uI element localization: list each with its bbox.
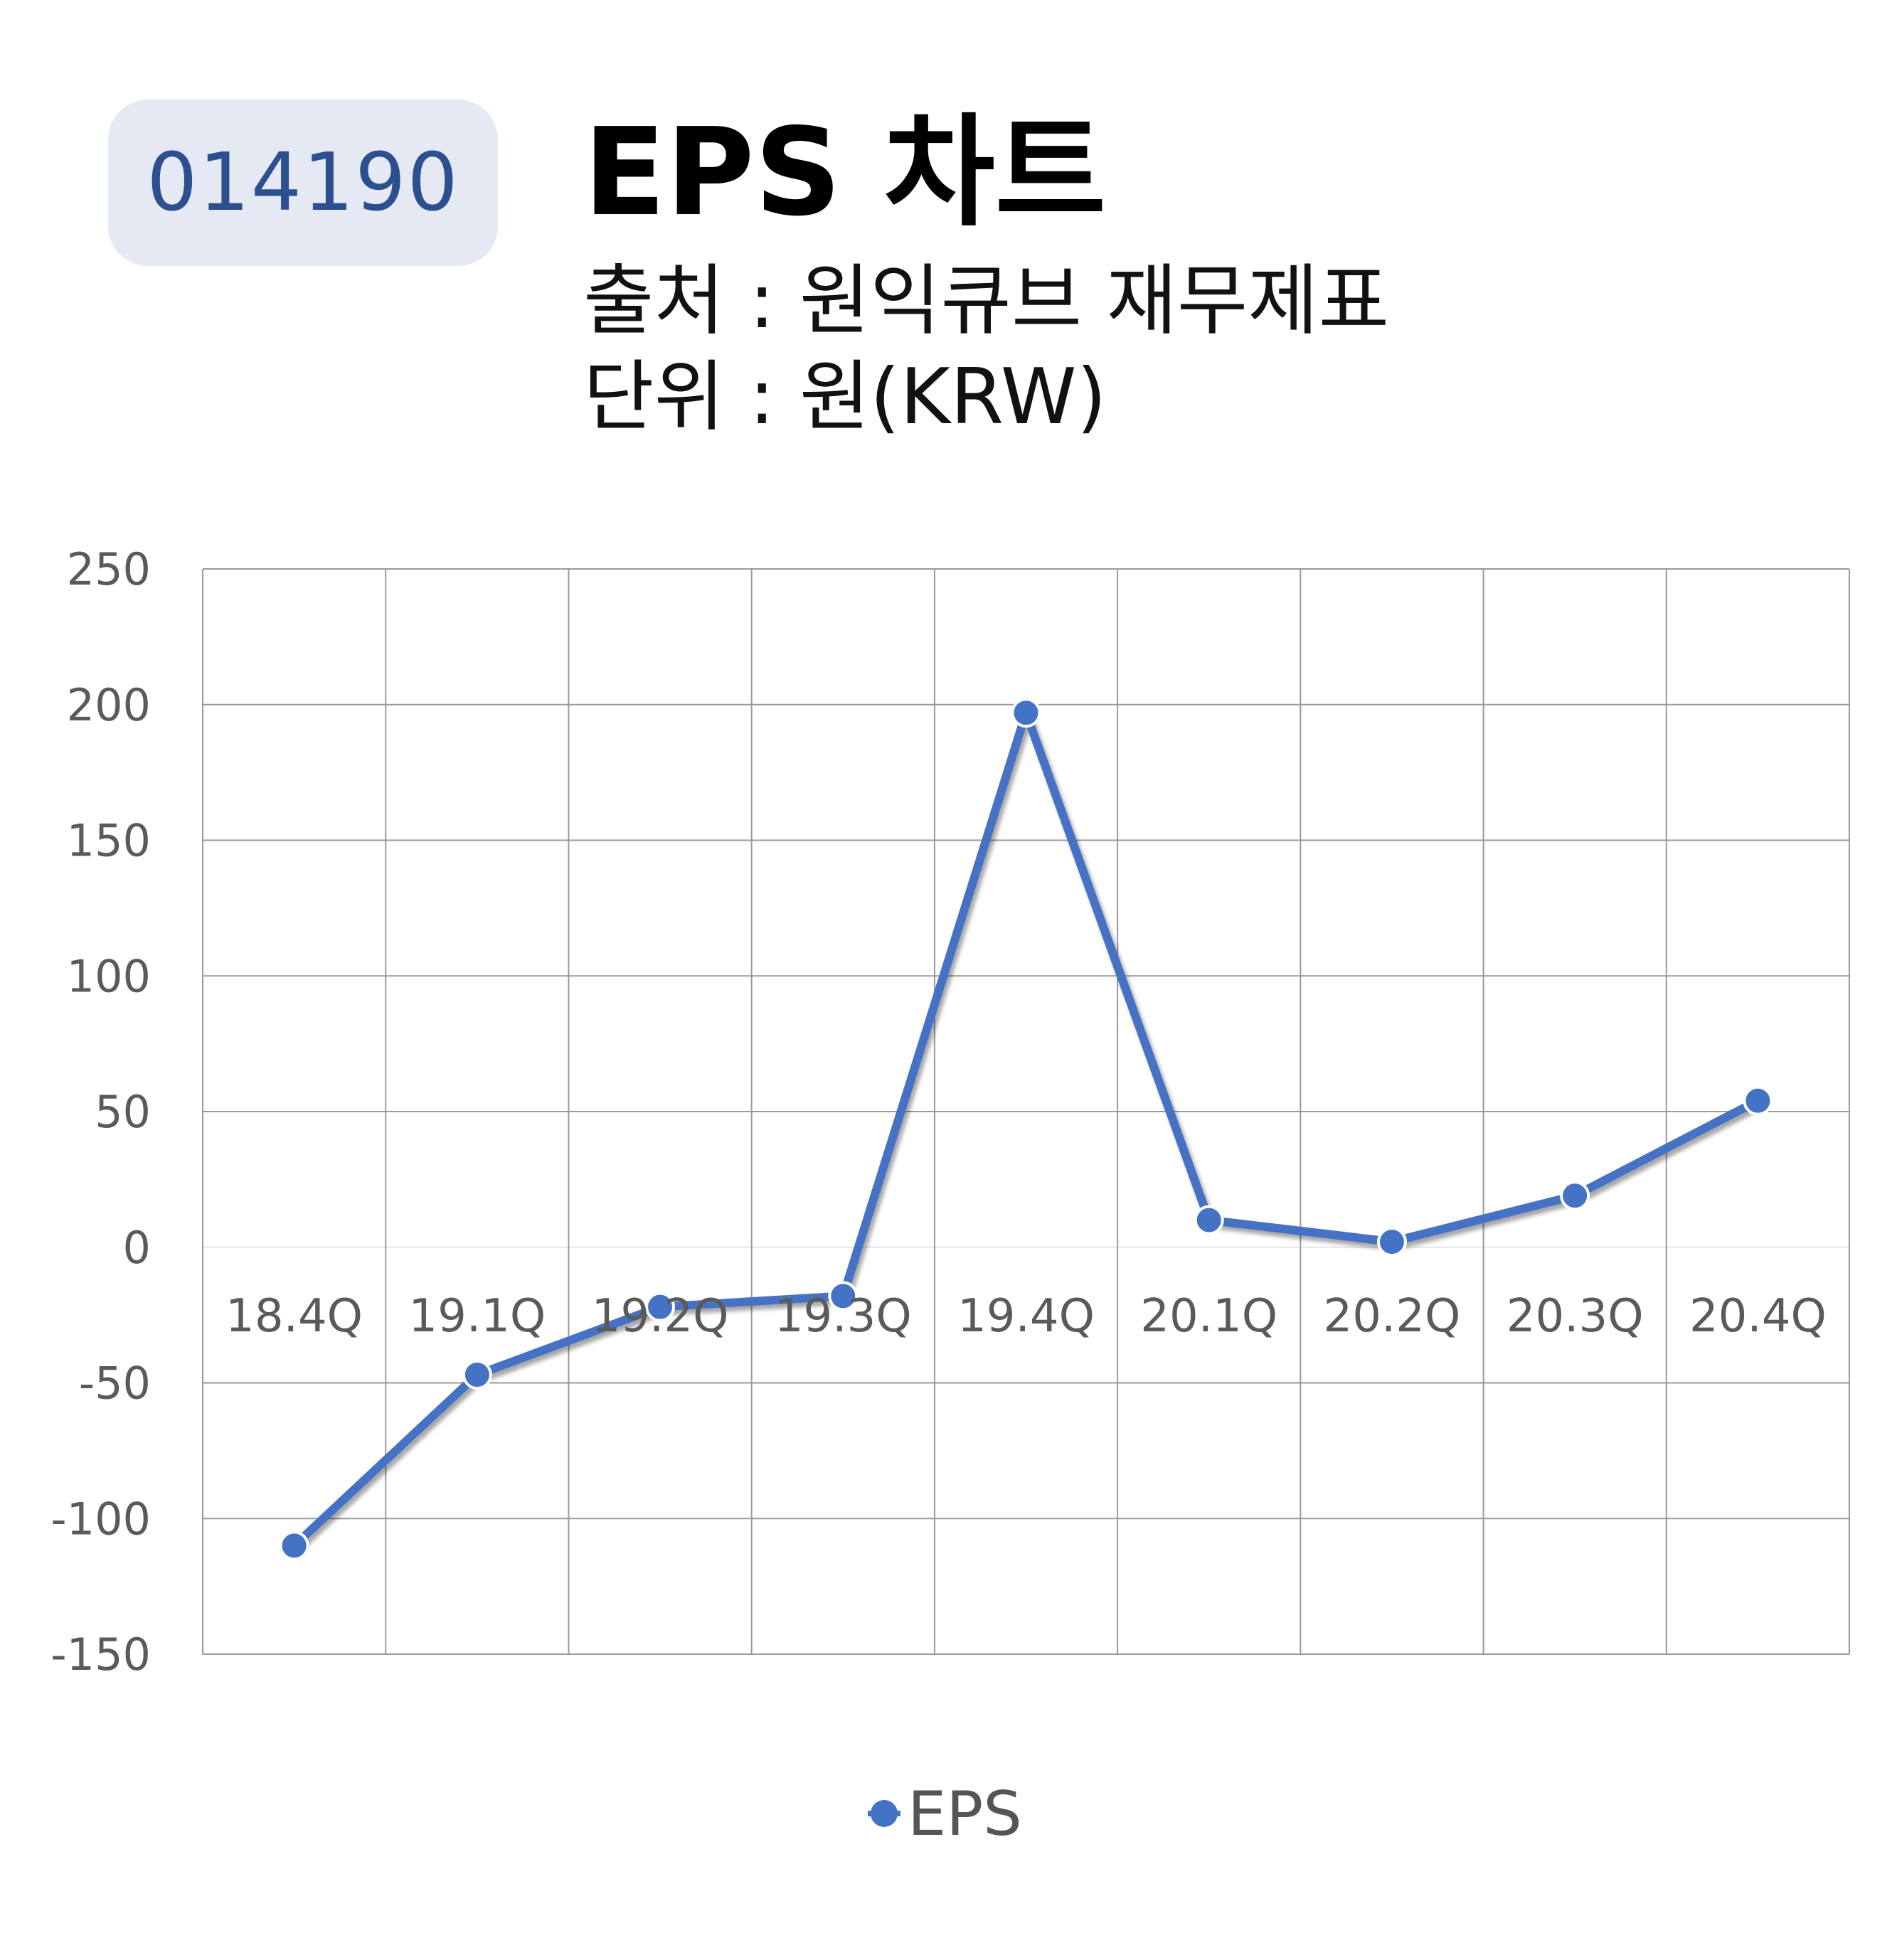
x-tick-label: 20.3Q	[1507, 1290, 1644, 1343]
x-axis-ticks: 18.4Q 19.1Q 19.2Q 19.3Q 19.4Q 20.1Q 20.2Q 20.3Q…	[225, 1290, 1827, 1343]
source-label: 출처 : 원익큐브 재무제표	[583, 257, 1389, 346]
x-tick-label: 20.2Q	[1324, 1290, 1461, 1343]
legend: EPS	[868, 1779, 1022, 1850]
y-tick-label: -50	[79, 1358, 151, 1410]
data-point-19.1Q	[462, 1360, 492, 1390]
y-tick-label: 150	[67, 815, 151, 867]
x-tick-label: 20.4Q	[1689, 1290, 1827, 1343]
y-tick-label: 100	[67, 950, 151, 1002]
data-point-19.3Q	[828, 1281, 859, 1311]
x-tick-label: 18.4Q	[225, 1290, 363, 1343]
y-tick-label: -100	[51, 1493, 151, 1545]
x-tick-label: 19.1Q	[408, 1290, 546, 1343]
data-point-20.4Q	[1743, 1085, 1773, 1116]
legend-point-marker	[871, 1800, 898, 1827]
y-tick-label: 0	[123, 1222, 151, 1274]
data-point-19.2Q	[645, 1291, 676, 1322]
data-point-20.2Q	[1376, 1227, 1407, 1257]
chart-title: EPS 차트	[583, 102, 1107, 243]
series-line-eps	[289, 708, 1763, 1550]
legend-label-eps: EPS	[908, 1779, 1022, 1850]
unit-label: 단위 : 원(KRW)	[583, 353, 1107, 442]
x-tick-label: 19.4Q	[957, 1290, 1095, 1343]
stock-code-badge: 014190	[108, 100, 498, 266]
x-tick-label: 19.2Q	[592, 1290, 729, 1343]
data-point-20.1Q	[1194, 1205, 1224, 1235]
y-tick-label: 50	[95, 1086, 151, 1138]
y-axis-ticks: 250 200 150 100 50 0 -50 -100 -150	[51, 543, 151, 1681]
y-tick-label: 250	[67, 543, 151, 595]
data-point-19.4Q	[1011, 698, 1041, 728]
y-tick-label: 200	[67, 679, 151, 731]
data-point-20.3Q	[1560, 1181, 1590, 1211]
data-point-18.4Q	[279, 1530, 309, 1561]
series-eps	[279, 698, 1773, 1561]
grid-lines	[202, 568, 1850, 1655]
y-tick-label: -150	[51, 1629, 151, 1681]
x-tick-label: 19.3Q	[775, 1290, 912, 1343]
x-tick-label: 20.1Q	[1140, 1290, 1277, 1343]
